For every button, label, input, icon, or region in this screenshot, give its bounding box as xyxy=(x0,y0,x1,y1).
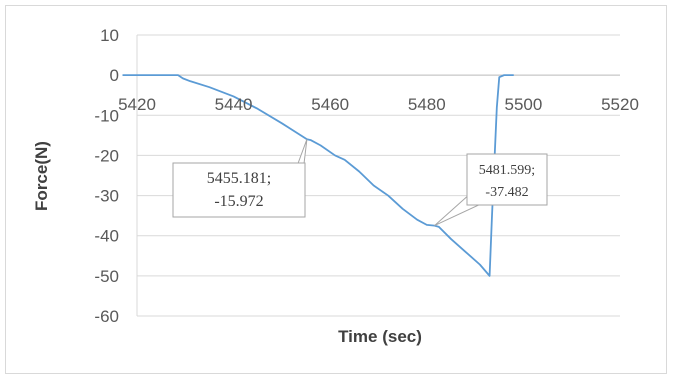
y-tick-label: 0 xyxy=(110,66,119,85)
x-tick-label: 5420 xyxy=(118,95,156,114)
y-tick-label: -50 xyxy=(94,267,119,286)
data-label-line1: 5455.181; xyxy=(207,170,271,187)
y-tick-label: -10 xyxy=(94,106,119,125)
x-tick-label: 5460 xyxy=(311,95,349,114)
x-tick-label: 5500 xyxy=(504,95,542,114)
series-layer xyxy=(122,74,514,277)
data-series-line xyxy=(122,74,514,277)
y-tick-label: -60 xyxy=(94,307,119,326)
x-tick-label: 5440 xyxy=(215,95,253,114)
callout-box xyxy=(466,153,548,206)
x-axis-title: Time (sec) xyxy=(338,327,422,346)
y-tick-label: -20 xyxy=(94,146,119,165)
data-label-line2: -37.482 xyxy=(485,185,528,200)
x-tick-label: 5520 xyxy=(601,95,639,114)
data-label-line2: -15.972 xyxy=(214,193,263,210)
y-axis-title: Force(N) xyxy=(32,141,51,211)
x-tick-label: 5480 xyxy=(408,95,446,114)
callouts: 5455.181; -15.972 5481.599; -37.482 xyxy=(172,139,548,227)
chart-frame xyxy=(5,5,667,374)
y-tick-label: 10 xyxy=(100,26,119,45)
gridlines xyxy=(136,34,620,317)
tick-labels: 10 0 -10 -20 -30 -40 -50 -60 5420 5440 5460 5480 550… xyxy=(94,26,638,326)
callout-box xyxy=(172,162,306,218)
y-tick-label: -30 xyxy=(94,187,119,206)
y-tick-label: -40 xyxy=(94,227,119,246)
data-label-line1: 5481.599; xyxy=(479,163,535,178)
